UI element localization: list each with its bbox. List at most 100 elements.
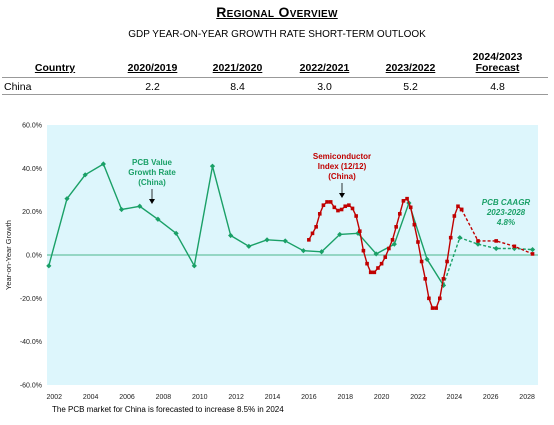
semiconductor-index-point bbox=[328, 200, 333, 204]
y-tick-label: 0.0% bbox=[26, 253, 42, 260]
semiconductor-annotation: Semiconductor bbox=[313, 152, 371, 161]
pcb-growth-point bbox=[282, 238, 288, 244]
semiconductor-forecast-point bbox=[476, 239, 480, 243]
pcb-growth-point bbox=[155, 216, 161, 222]
x-tick-label: 2012 bbox=[228, 394, 244, 401]
table-subtitle: GDP YEAR-ON-YEAR GROWTH RATE SHORT-TERM … bbox=[128, 29, 426, 40]
caagr-annotation: 2023-2028 bbox=[486, 208, 526, 217]
semiconductor-index-point bbox=[314, 225, 318, 229]
pcb-growth-annotation: Growth Rate bbox=[128, 168, 176, 177]
cell-country: China bbox=[4, 81, 32, 93]
semiconductor-index-point bbox=[390, 238, 395, 242]
semiconductor-index-point bbox=[332, 205, 337, 210]
y-tick-label: -40.0% bbox=[20, 339, 42, 346]
semiconductor-index-point bbox=[408, 205, 413, 210]
semiconductor-forecast-point bbox=[530, 252, 535, 256]
cell-2023-2022: 5.2 bbox=[403, 81, 418, 93]
semiconductor-annotation: Index (12/12) bbox=[318, 162, 367, 171]
semiconductor-index-point bbox=[339, 207, 344, 212]
pcb-growth-point bbox=[373, 251, 379, 257]
x-tick-label: 2018 bbox=[337, 394, 353, 401]
pcb-forecast-point bbox=[457, 235, 463, 241]
pcb-annotation-arrowhead bbox=[149, 199, 155, 204]
pcb-growth-point bbox=[300, 248, 307, 254]
semiconductor-index-point bbox=[365, 261, 369, 266]
pcb-growth-point bbox=[64, 196, 70, 202]
semiconductor-index-point bbox=[350, 206, 355, 211]
header-forecast: 2024/2023 Forecast bbox=[460, 52, 535, 74]
semiconductor-index-point bbox=[448, 235, 453, 240]
pcb-forecast-point bbox=[493, 245, 499, 252]
page-title: Regional Overview bbox=[216, 4, 338, 20]
pcb-growth-point bbox=[209, 163, 216, 169]
semiconductor-index-point bbox=[397, 212, 402, 216]
semiconductor-index-point bbox=[379, 261, 384, 266]
semiconductor-index-point bbox=[423, 277, 428, 281]
semiconductor-index-point bbox=[452, 214, 457, 218]
pcb-growth-point bbox=[118, 206, 125, 213]
x-tick-label: 2010 bbox=[192, 394, 208, 401]
growth-chart: 60.0% 40.0% 20.0% 0.0% -20.0% -40.0% -60.0% 200… bbox=[4, 123, 538, 401]
caagr-annotation: 4.8% bbox=[496, 218, 515, 227]
pcb-growth-annotation: PCB Value bbox=[132, 158, 173, 167]
table-divider-bottom bbox=[2, 94, 548, 95]
semiconductor-index-point bbox=[405, 196, 409, 201]
header-2023-2022: 2023/2022 bbox=[385, 62, 436, 74]
pcb-growth-point bbox=[337, 231, 343, 238]
semiconductor-index-point bbox=[317, 212, 322, 216]
semiconductor-index-point bbox=[427, 296, 431, 301]
pcb-forecast-line bbox=[442, 236, 533, 286]
pcb-growth-point bbox=[228, 232, 234, 239]
semiconductor-index-point bbox=[412, 222, 417, 227]
x-tick-label: 2006 bbox=[119, 394, 135, 401]
semiconductor-index-point bbox=[401, 199, 406, 203]
x-tick-label: 2026 bbox=[483, 394, 499, 401]
pcb-growth-point bbox=[391, 241, 397, 247]
pcb-growth-point bbox=[82, 172, 88, 178]
y-tick-label: 60.0% bbox=[22, 123, 42, 130]
cell-2022-2021: 3.0 bbox=[317, 81, 332, 93]
semiconductor-index-point bbox=[441, 277, 446, 281]
y-axis-label: Year-on-Year Growth bbox=[4, 220, 13, 290]
semiconductor-index-point bbox=[416, 240, 420, 244]
semiconductor-index-point bbox=[368, 270, 373, 275]
x-tick-label: 2028 bbox=[519, 394, 535, 401]
header-forecast-label: Forecast bbox=[475, 62, 520, 74]
semiconductor-index-point bbox=[394, 225, 398, 229]
table-divider-top bbox=[2, 77, 548, 78]
header-2020-2019: 2020/2019 bbox=[127, 62, 178, 74]
semiconductor-index-point bbox=[361, 248, 366, 253]
x-tick-label: 2022 bbox=[410, 394, 426, 401]
cell-forecast: 4.8 bbox=[490, 81, 505, 93]
x-tick-label: 2014 bbox=[265, 394, 281, 401]
semiconductor-index-point bbox=[347, 203, 351, 207]
chart-footnote: The PCB market for China is forecasted t… bbox=[52, 405, 284, 414]
cell-2021-2020: 8.4 bbox=[230, 81, 245, 93]
x-tick-label: 2008 bbox=[156, 394, 172, 401]
header-2022-2021: 2022/2021 bbox=[299, 62, 350, 74]
semiconductor-index-point bbox=[307, 238, 311, 242]
semiconductor-index-point bbox=[456, 204, 460, 209]
semiconductor-index-point bbox=[343, 204, 348, 209]
caagr-annotation: PCB CAAGR bbox=[482, 198, 531, 207]
x-tick-label: 2002 bbox=[46, 394, 62, 401]
semiconductor-index-point bbox=[430, 306, 435, 310]
semiconductor-annotation: (China) bbox=[328, 172, 356, 181]
semiconductor-index-point bbox=[419, 259, 424, 264]
semiconductor-forecast-point bbox=[494, 239, 498, 243]
header-forecast-years: 2024/2023 bbox=[472, 51, 523, 63]
x-tick-label: 2020 bbox=[374, 394, 390, 401]
semiconductor-index-point bbox=[372, 270, 377, 275]
pcb-forecast-point bbox=[529, 246, 536, 253]
x-tick-label: 2024 bbox=[447, 394, 463, 401]
header-2021-2020: 2021/2020 bbox=[212, 62, 263, 74]
semiconductor-index-point bbox=[387, 246, 391, 251]
pcb-growth-point bbox=[264, 237, 270, 243]
pcb-growth-point bbox=[173, 230, 179, 236]
semiconductor-index-point bbox=[445, 259, 449, 264]
y-tick-label: -60.0% bbox=[20, 383, 42, 390]
pcb-growth-point bbox=[318, 249, 325, 255]
pcb-growth-point bbox=[246, 243, 252, 249]
pcb-forecast-point bbox=[440, 282, 447, 288]
semiconductor-index-point bbox=[310, 231, 315, 236]
